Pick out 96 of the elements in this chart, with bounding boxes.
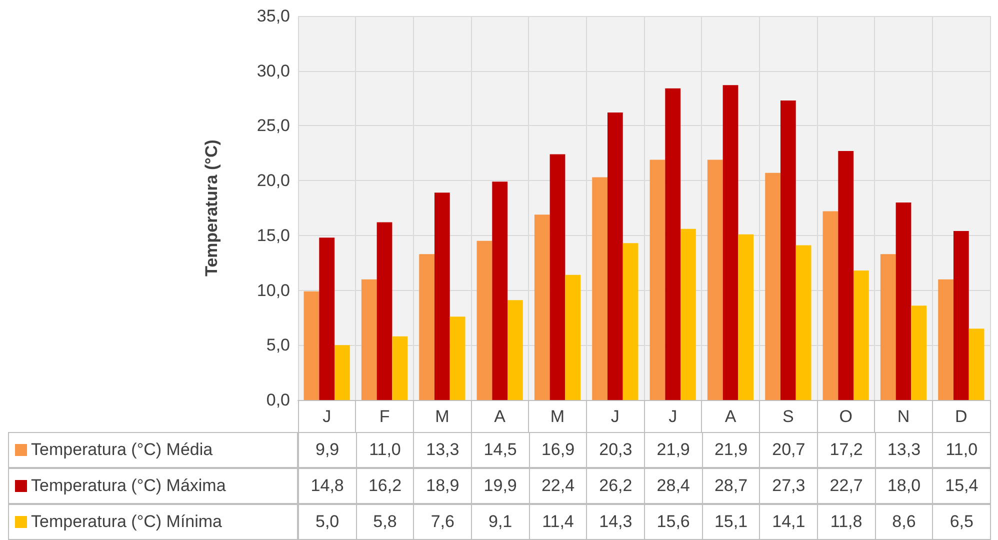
bar [953,231,969,400]
x-tick-label: J [610,407,620,426]
bar [911,306,927,400]
data-label: 21,9 [702,432,760,468]
legend-label: Temperatura (°C) Máxima [31,476,226,496]
legend-label: Temperatura (°C) Média [31,440,213,460]
y-tick-label: 30,0 [256,61,290,80]
data-label: 14,1 [759,504,818,540]
bar [838,150,854,400]
bar [450,316,466,400]
data-label: 22,4 [528,468,588,504]
bar [434,192,450,400]
bar [780,100,796,400]
bar [680,228,696,400]
data-label: 9,9 [298,432,357,468]
bar [304,291,320,400]
y-tick-label: 15,0 [256,226,290,245]
data-label: 20,3 [586,432,645,468]
data-label: 27,3 [759,468,818,504]
data-label: 16,9 [528,432,588,468]
bar [419,254,434,400]
x-tick-label: J [668,407,678,426]
data-label: 13,3 [874,432,934,468]
data-label: 18,9 [413,468,472,504]
bar [622,243,638,400]
bar [534,214,550,400]
data-label: 16,2 [356,468,414,504]
bar [492,182,508,400]
data-label: 15,4 [932,468,991,504]
y-tick-label: 20,0 [256,171,290,190]
x-tick-label: A [724,407,737,426]
bar [665,88,681,400]
y-tick-label: 35,0 [256,6,290,26]
data-label: 9,1 [471,504,530,540]
bar [765,172,780,400]
bar [968,328,984,400]
data-label: 28,4 [644,468,703,504]
bar [796,245,812,400]
data-label: 22,7 [817,468,876,504]
y-tick-label: 5,0 [266,336,290,355]
data-label: 5,8 [356,504,414,540]
data-label: 5,0 [298,504,357,540]
y-tick-label: 25,0 [256,116,290,136]
bar [319,238,335,400]
bar [854,270,869,400]
y-tick-label: 10,0 [256,280,290,300]
data-label: 13,3 [413,432,472,468]
bar [880,254,896,400]
legend-label: Temperatura (°C) Mínima [31,512,222,532]
data-label: 11,8 [817,504,876,540]
bar [938,279,954,400]
bar [361,279,377,400]
bar [738,234,754,400]
data-label: 21,9 [644,432,703,468]
data-label: 17,2 [817,432,876,468]
data-label: 26,2 [586,468,645,504]
data-label: 15,1 [702,504,760,540]
x-tick-label: F [379,407,390,426]
bar [896,202,912,400]
x-tick-label: O [839,407,852,426]
x-tick-label: M [550,407,565,426]
bar [592,177,608,400]
x-tick-label: J [322,407,332,426]
data-label: 11,0 [356,432,414,468]
data-label: 6,5 [932,504,991,540]
x-tick-label: A [494,407,506,426]
data-label: 14,5 [471,432,530,468]
data-label: 11,4 [528,504,588,540]
data-label: 19,9 [471,468,530,504]
data-label: 14,3 [586,504,645,540]
y-axis-title: Temperatura (°C) [202,140,221,276]
bar [376,222,392,400]
bar [822,211,838,400]
y-tick-label: 0,0 [266,390,290,410]
x-tick-label: N [897,407,910,426]
data-label: 14,8 [298,468,357,504]
bar [565,274,581,400]
bar [476,240,492,400]
data-label: 20,7 [759,432,818,468]
bar [392,336,408,400]
data-label: 8,6 [874,504,934,540]
data-label: 11,0 [932,432,991,468]
x-tick-label: M [435,407,450,426]
bar [607,112,623,400]
data-label: 28,7 [702,468,760,504]
bar [707,160,723,400]
data-label: 7,6 [413,504,472,540]
bar [334,345,350,400]
bar [722,85,738,400]
data-label: 15,6 [644,504,703,540]
bar [508,300,523,400]
bar [550,154,566,400]
bar [650,160,666,400]
x-tick-label: S [782,407,794,426]
x-tick-label: D [955,407,968,426]
data-label: 18,0 [874,468,934,504]
